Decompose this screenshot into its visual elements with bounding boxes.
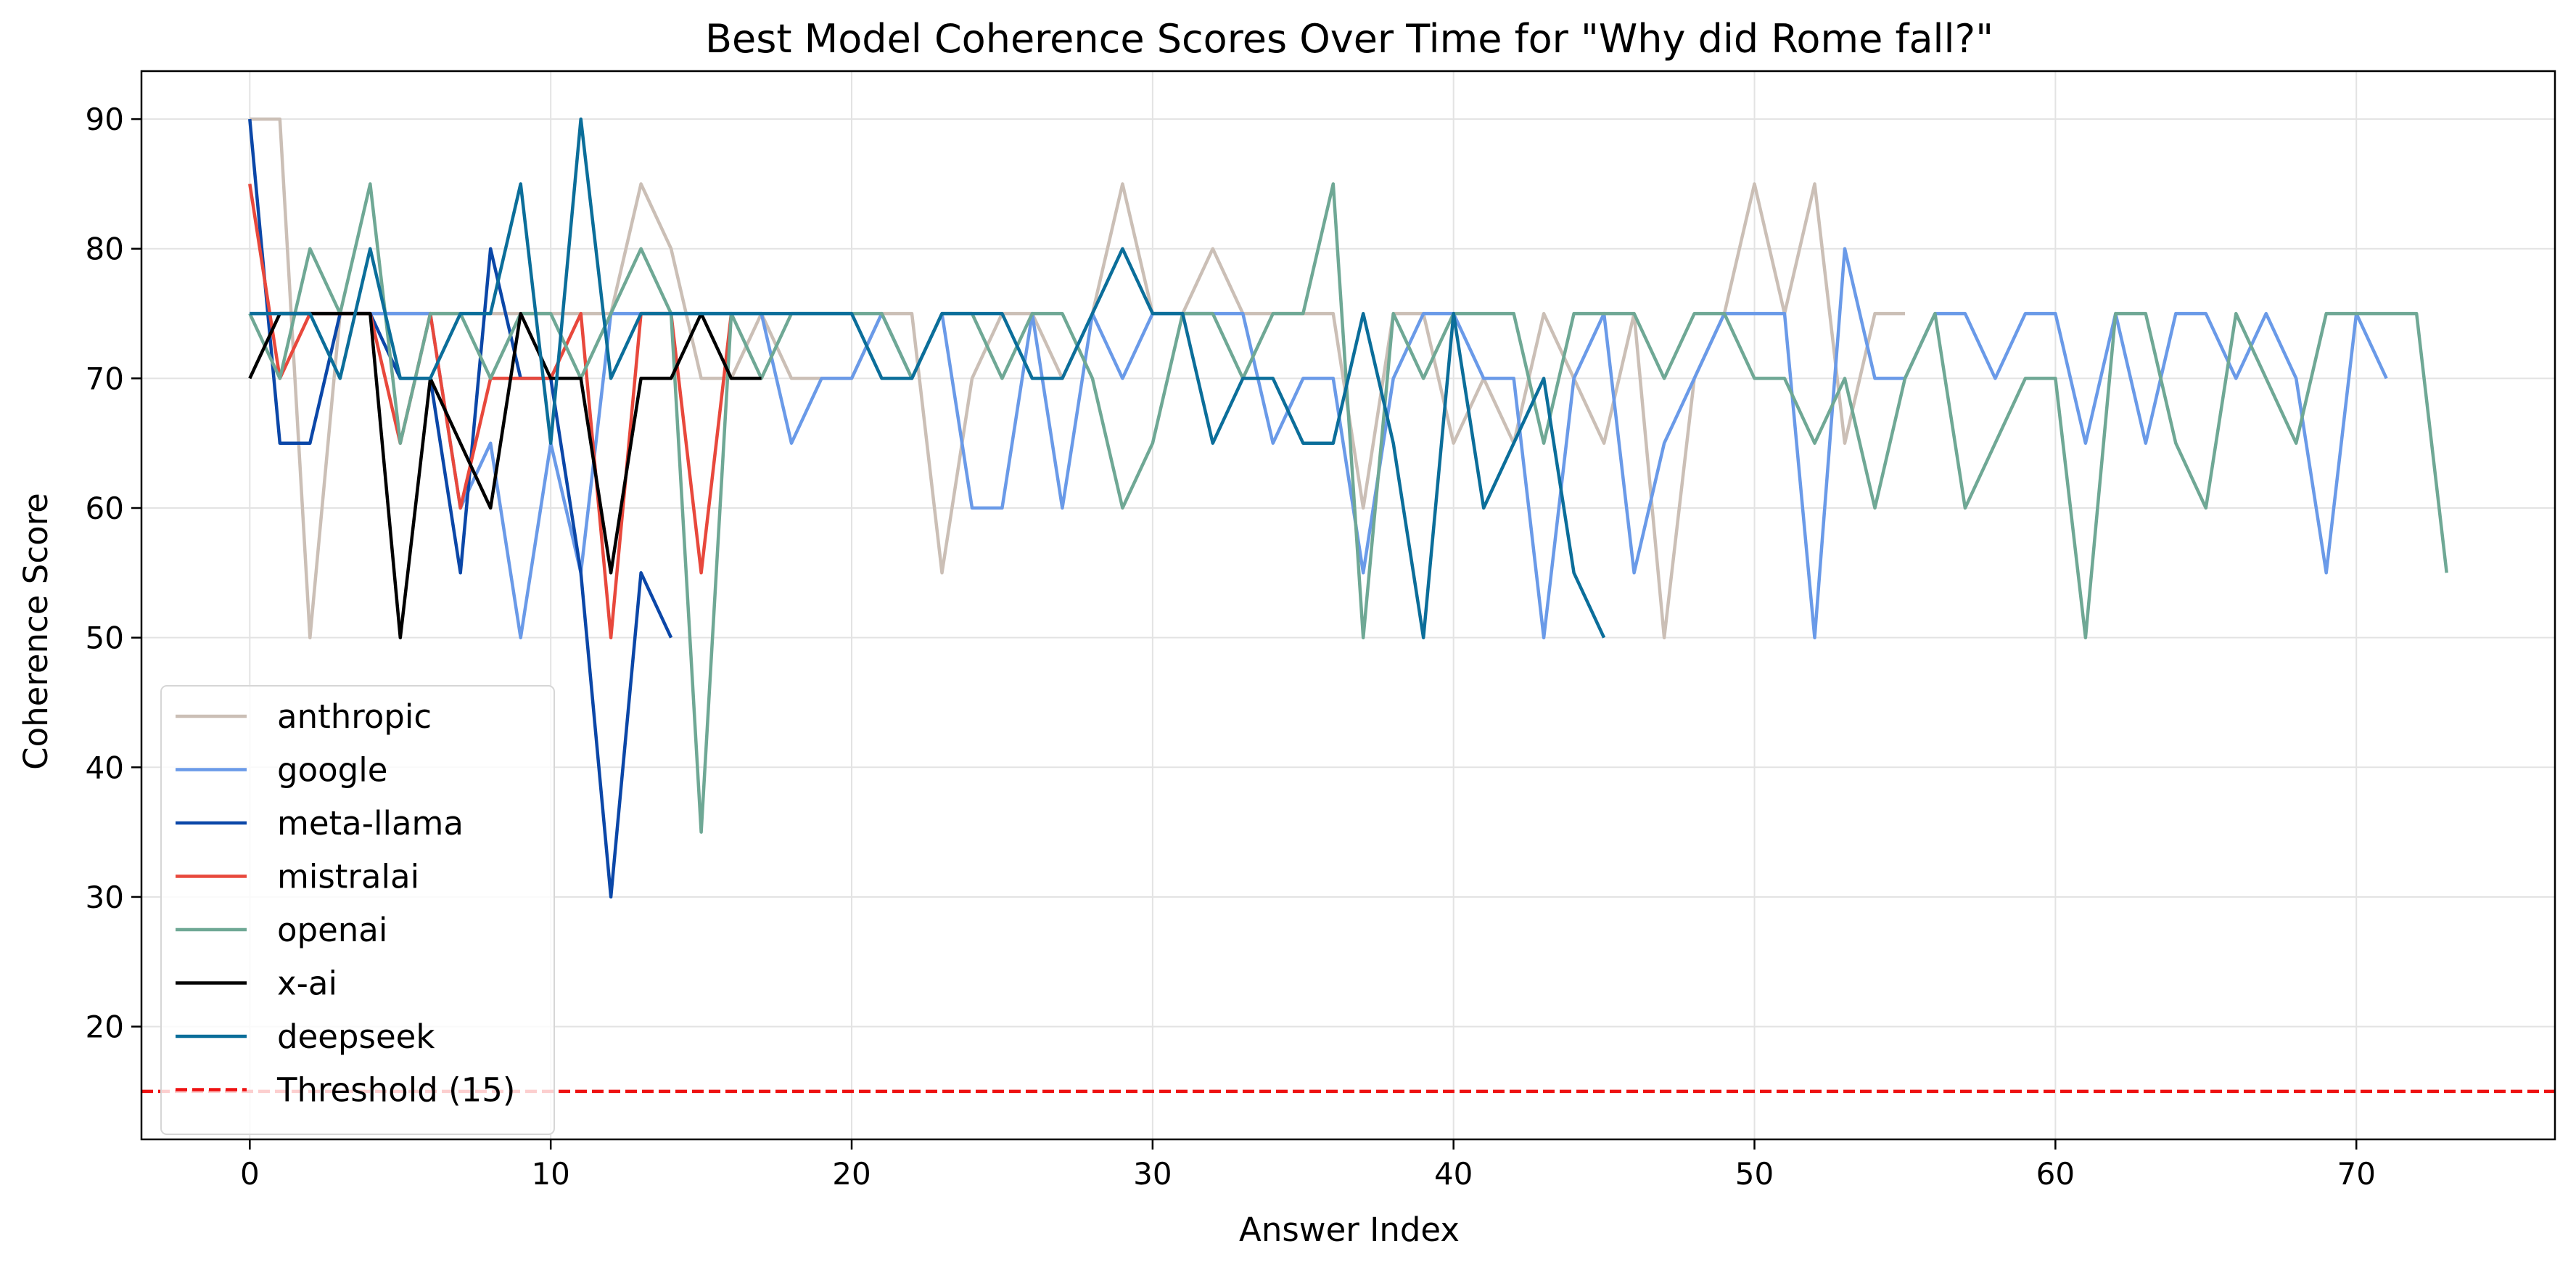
series-lines xyxy=(248,117,2448,899)
legend: anthropic google meta-llama mistralai openai… xyxy=(160,685,555,1135)
legend-label: x-ai xyxy=(277,964,337,1003)
y-tick-label: 60 xyxy=(86,491,124,526)
y-tick-label: 90 xyxy=(86,102,124,137)
x-tick-label: 30 xyxy=(1133,1156,1172,1192)
legend-label: deepseek xyxy=(277,1017,435,1056)
x-axis-ticks: 0 10 20 30 40 50 60 70 xyxy=(240,1139,2376,1192)
legend-box xyxy=(160,685,555,1135)
y-tick-label: 70 xyxy=(86,361,124,396)
legend-label: meta-llama xyxy=(277,804,464,843)
legend-label: anthropic xyxy=(277,697,432,736)
chart-title: Best Model Coherence Scores Over Time fo… xyxy=(705,16,1993,62)
x-tick-label: 60 xyxy=(2036,1156,2075,1192)
y-tick-label: 30 xyxy=(86,880,124,915)
plot-frame xyxy=(140,70,2556,1141)
x-axis-title: Answer Index xyxy=(1239,1210,1460,1249)
x-tick-label: 20 xyxy=(832,1156,871,1192)
y-axis-ticks: 20 30 40 50 60 70 80 90 xyxy=(86,102,141,1045)
series-line-deepseek xyxy=(250,117,1606,639)
x-tick-label: 10 xyxy=(531,1156,569,1192)
series-line-x-ai xyxy=(248,311,762,639)
y-tick-label: 20 xyxy=(86,1009,124,1045)
x-tick-label: 40 xyxy=(1434,1156,1473,1192)
series-line-meta-llama xyxy=(248,118,673,899)
legend-label: Threshold (15) xyxy=(276,1071,515,1110)
x-tick-label: 50 xyxy=(1735,1156,1774,1192)
y-tick-label: 80 xyxy=(86,232,124,267)
x-tick-label: 70 xyxy=(2337,1156,2375,1192)
legend-label: openai xyxy=(277,911,387,949)
x-tick-label: 0 xyxy=(240,1156,260,1192)
legend-label: google xyxy=(277,751,387,790)
y-axis-title: Coherence Score xyxy=(17,493,55,770)
y-tick-label: 40 xyxy=(86,750,124,785)
series-line-google xyxy=(250,247,2388,639)
series-line-openai xyxy=(248,182,2448,834)
legend-label: mistralai xyxy=(277,858,419,896)
y-tick-label: 50 xyxy=(86,620,124,656)
